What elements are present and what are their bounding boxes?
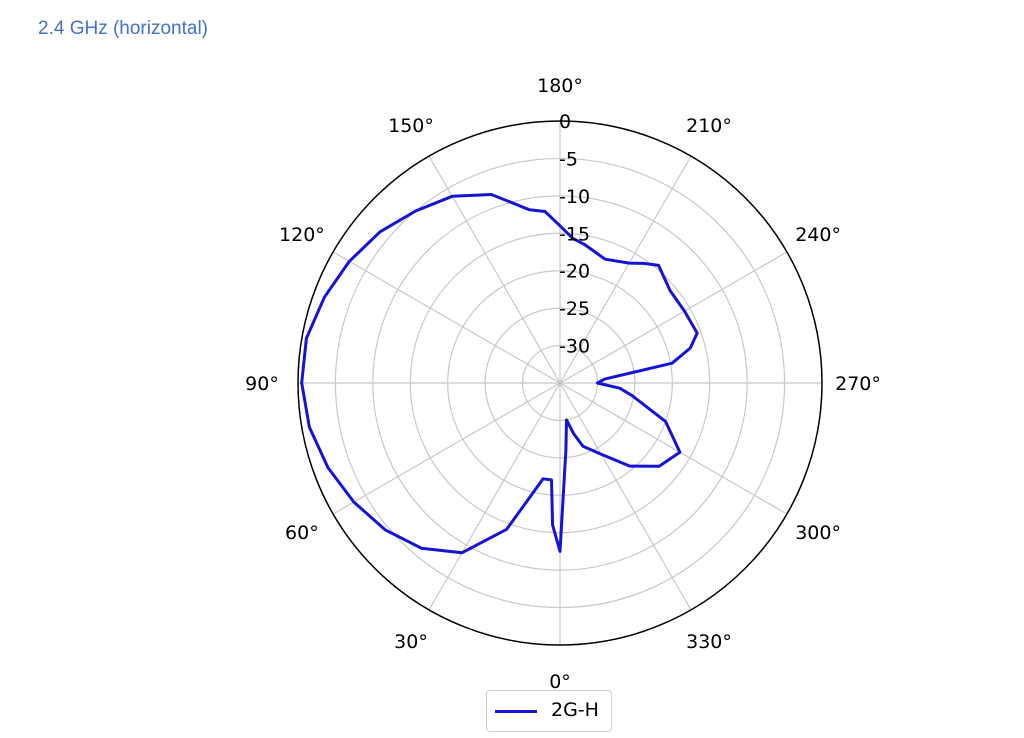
angle-tick-label: 330° bbox=[686, 631, 732, 653]
angle-tick-label: 270° bbox=[835, 373, 881, 395]
page-heading: 2.4 GHz (horizontal) bbox=[38, 18, 209, 39]
grid-spoke bbox=[428, 155, 561, 384]
grid-spoke bbox=[332, 251, 561, 384]
outer-frame bbox=[297, 120, 823, 646]
radial-tick-label: -10 bbox=[559, 186, 590, 208]
angle-tick-label: 90° bbox=[245, 373, 279, 395]
legend-swatch-2g-h bbox=[495, 710, 537, 713]
grid-spoke bbox=[559, 382, 692, 611]
radial-tick-label: -5 bbox=[559, 148, 578, 170]
angle-tick-label: 60° bbox=[285, 522, 319, 544]
angle-tick-label: 210° bbox=[686, 115, 732, 137]
radial-tick-label: -30 bbox=[559, 336, 590, 358]
grid-spoke bbox=[559, 155, 692, 384]
legend-label-2g-h: 2G-H bbox=[551, 699, 599, 721]
angle-tick-label: 180° bbox=[537, 75, 583, 97]
angle-tick-label: 120° bbox=[279, 224, 325, 246]
grid-spoke bbox=[332, 382, 561, 515]
angle-tick-label: 0° bbox=[549, 671, 571, 693]
grid-spoke bbox=[559, 251, 788, 384]
series-line-2g-h bbox=[300, 193, 699, 555]
radial-tick-label: -20 bbox=[559, 261, 590, 283]
outer-circle bbox=[297, 120, 823, 646]
angle-tick-label: 150° bbox=[388, 115, 434, 137]
radial-tick-label: -15 bbox=[559, 223, 590, 245]
radial-tick-label: -25 bbox=[559, 298, 590, 320]
legend: 2G-H bbox=[486, 690, 612, 732]
grid-spoke bbox=[428, 382, 561, 611]
grid-spoke bbox=[559, 382, 788, 515]
radial-tick-label: 0 bbox=[559, 111, 571, 133]
tick-labels: 0° 30° 60° 90° 120° 150° 180° 210° 240° 270° 300° 3… bbox=[245, 75, 881, 693]
angle-tick-label: 300° bbox=[795, 522, 841, 544]
angle-tick-label: 240° bbox=[795, 224, 841, 246]
series-layer bbox=[300, 193, 699, 555]
angle-tick-label: 30° bbox=[394, 631, 428, 653]
